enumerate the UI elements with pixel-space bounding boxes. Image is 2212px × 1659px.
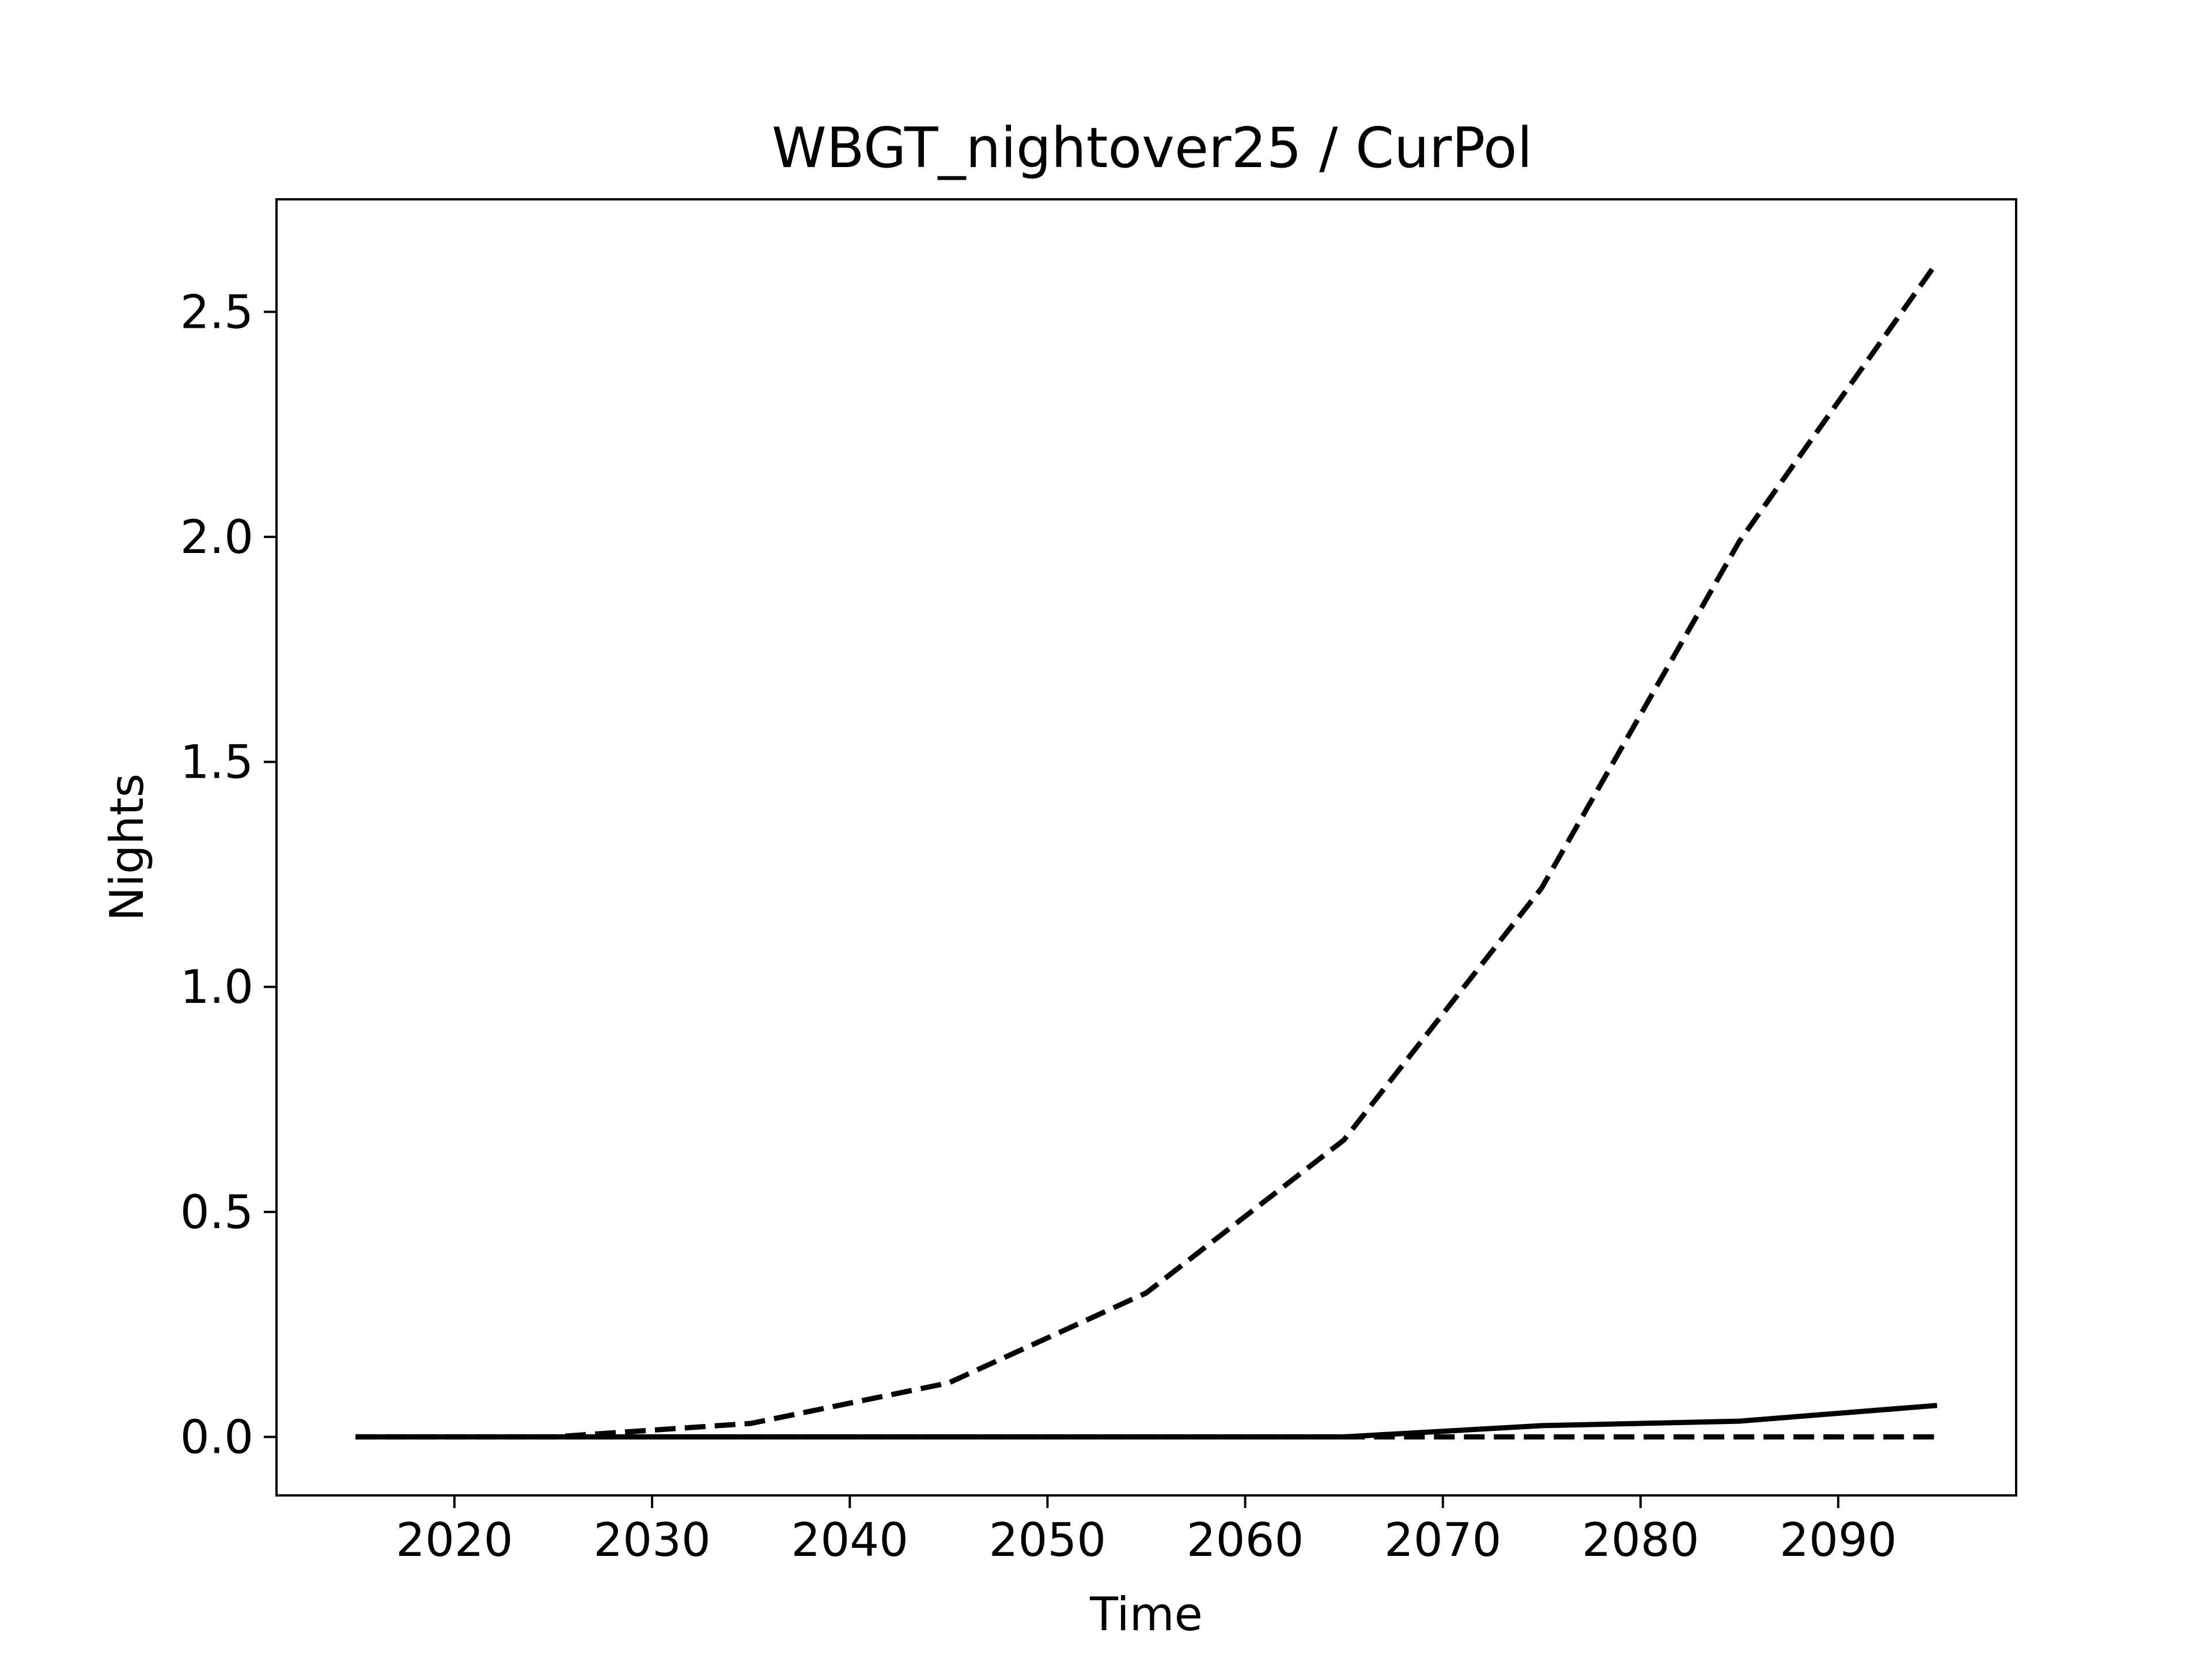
x-tick-label: 2080	[1582, 1513, 1699, 1567]
y-tick-label: 0.0	[180, 1410, 253, 1464]
y-axis-label: Nights	[100, 774, 154, 922]
x-axis-ticks: 2020 2030 2040 2050 2060 2070 2080 2090	[396, 1495, 1897, 1567]
x-tick-label: 2070	[1384, 1513, 1502, 1567]
plot-series	[355, 260, 1940, 1440]
y-tick-label: 0.5	[180, 1185, 253, 1239]
y-tick-label: 2.5	[180, 285, 253, 339]
x-tick-label: 2050	[989, 1513, 1107, 1567]
x-tick-label: 2030	[593, 1513, 711, 1567]
x-axis-label: Time	[1089, 1588, 1203, 1641]
x-tick-label: 2060	[1187, 1513, 1304, 1567]
y-tick-label: 1.0	[180, 960, 253, 1014]
axes-frame	[275, 198, 2017, 1497]
series-line-1	[355, 260, 1940, 1440]
y-axis-ticks: 0.0 0.5 1.0 1.5 2.0 2.5	[180, 285, 276, 1464]
y-tick-label: 1.5	[180, 736, 253, 789]
x-tick-label: 2090	[1779, 1513, 1897, 1567]
y-tick-label: 2.0	[180, 510, 253, 564]
chart-title: WBGT_nightover25 / CurPol	[772, 116, 1532, 180]
x-tick-label: 2040	[791, 1513, 908, 1567]
x-tick-label: 2020	[396, 1513, 513, 1567]
